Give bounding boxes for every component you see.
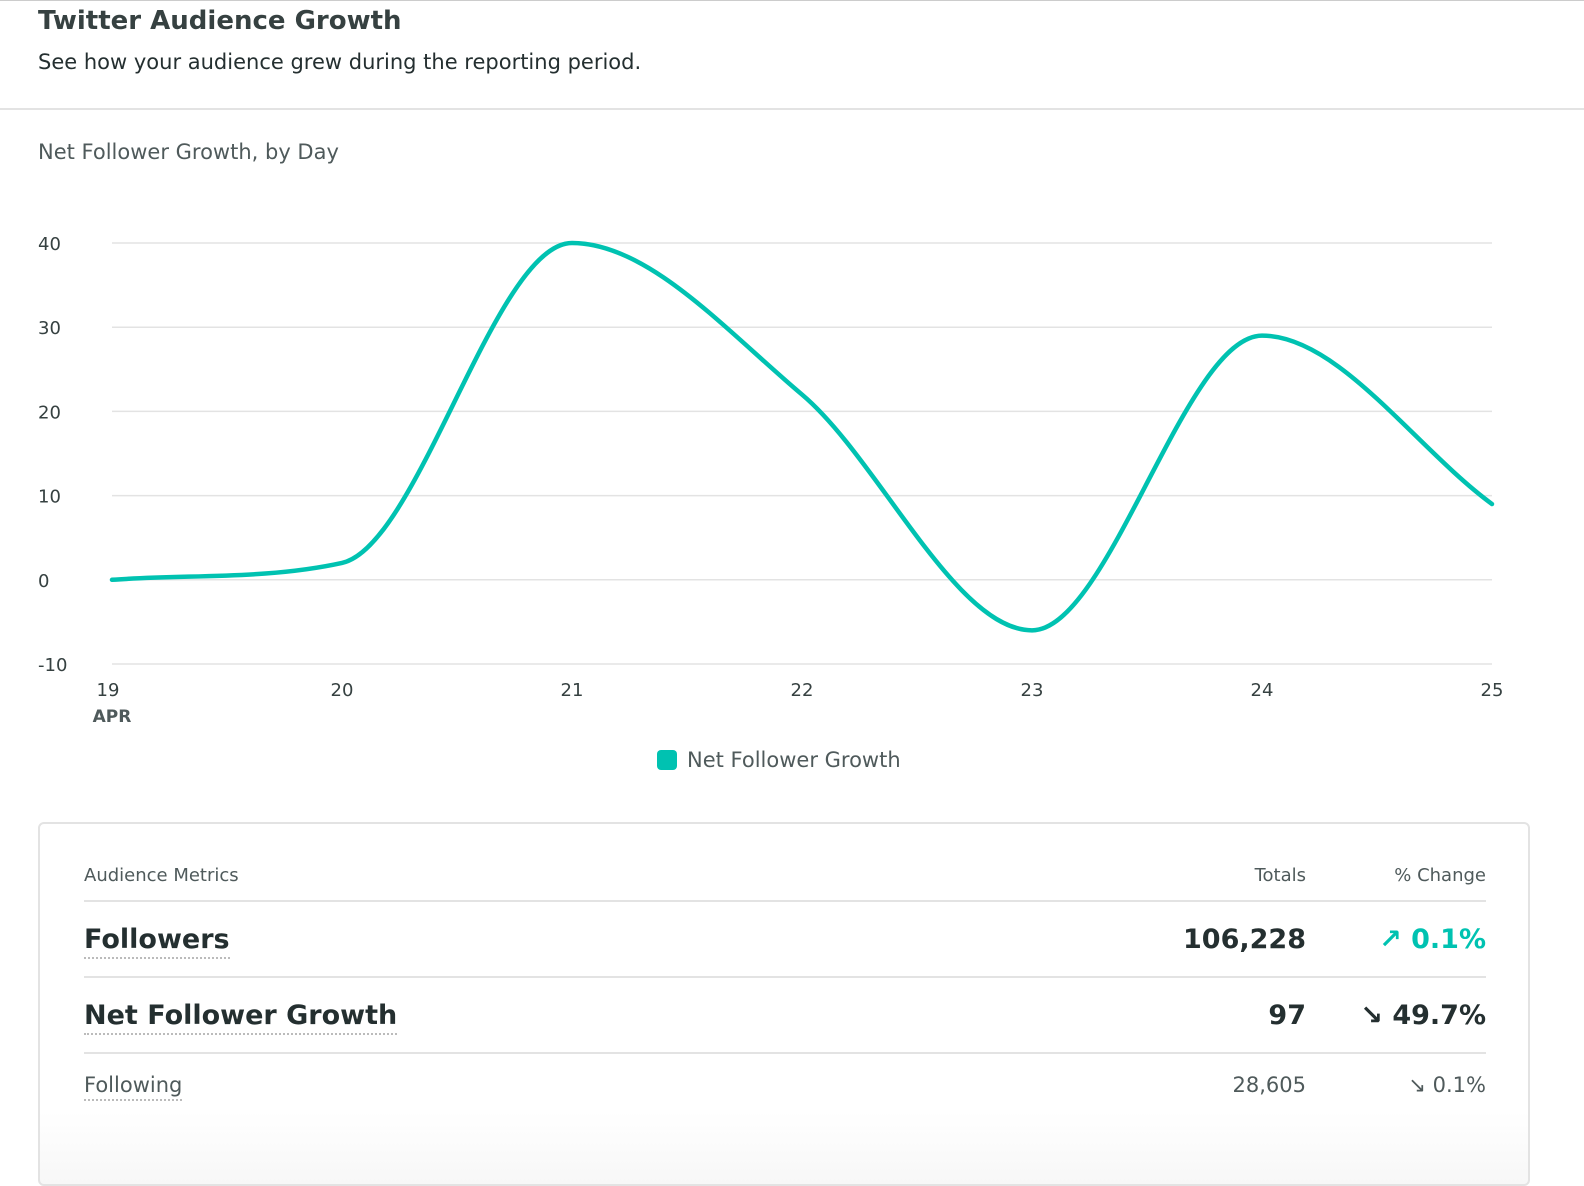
arrow-down-right-icon: ↘	[1408, 1073, 1426, 1097]
metric-change: 49.7%	[1392, 999, 1486, 1031]
table-row: Following 28,605 ↘ 0.1%	[84, 1054, 1486, 1116]
metric-name-followers[interactable]: Followers	[84, 923, 230, 959]
audience-metrics-table: Audience Metrics Totals % Change Followe…	[38, 822, 1530, 1186]
x-tick-label: 25	[1481, 680, 1504, 701]
metric-name-following[interactable]: Following	[84, 1073, 183, 1101]
table-row: Net Follower Growth 97 ↘ 49.7%	[84, 978, 1486, 1054]
page-subtitle: See how your audience grew during the re…	[38, 50, 642, 74]
metric-name-net-follower-growth[interactable]: Net Follower Growth	[84, 999, 398, 1035]
x-tick-label: 24	[1251, 680, 1274, 701]
x-tick-label: 23	[1021, 680, 1044, 701]
metric-change: 0.1%	[1411, 923, 1486, 955]
series-line	[109, 240, 1495, 633]
arrow-down-right-icon: ↘	[1360, 999, 1383, 1031]
divider	[0, 108, 1584, 110]
x-tick-label: 19	[97, 680, 120, 701]
header-change: % Change	[1394, 864, 1486, 886]
legend-label: Net Follower Growth	[687, 748, 901, 772]
y-tick-label: -10	[38, 655, 67, 676]
y-tick-label: 20	[38, 402, 61, 423]
metric-total: 97	[1268, 999, 1306, 1031]
y-tick-label: 10	[38, 487, 61, 508]
line-chart: 40 30 20 10 0 -10 19 20 21 22 23 24 25 APR	[38, 234, 1504, 727]
x-tick-label: 21	[561, 680, 584, 701]
legend-swatch	[657, 750, 677, 770]
header-totals: Totals	[1254, 864, 1306, 886]
page-title: Twitter Audience Growth	[38, 6, 402, 36]
top-border	[0, 0, 1584, 1]
table-row: Followers 106,228 ↗ 0.1%	[84, 902, 1486, 978]
chart-legend[interactable]: Net Follower Growth	[657, 748, 901, 772]
chart-title: Net Follower Growth, by Day	[38, 140, 339, 164]
x-tick-label: 20	[331, 680, 354, 701]
metric-change: 0.1%	[1432, 1073, 1486, 1097]
table-header: Audience Metrics Totals % Change	[84, 850, 1486, 902]
y-tick-label: 0	[38, 571, 49, 592]
header-metrics: Audience Metrics	[84, 864, 239, 886]
y-tick-label: 30	[38, 318, 61, 339]
arrow-up-right-icon: ↗	[1379, 923, 1402, 955]
metric-total: 28,605	[1232, 1073, 1306, 1097]
metric-total: 106,228	[1183, 923, 1306, 955]
x-tick-label: 22	[791, 680, 814, 701]
x-month-label: APR	[93, 707, 132, 727]
y-tick-label: 40	[38, 234, 61, 255]
